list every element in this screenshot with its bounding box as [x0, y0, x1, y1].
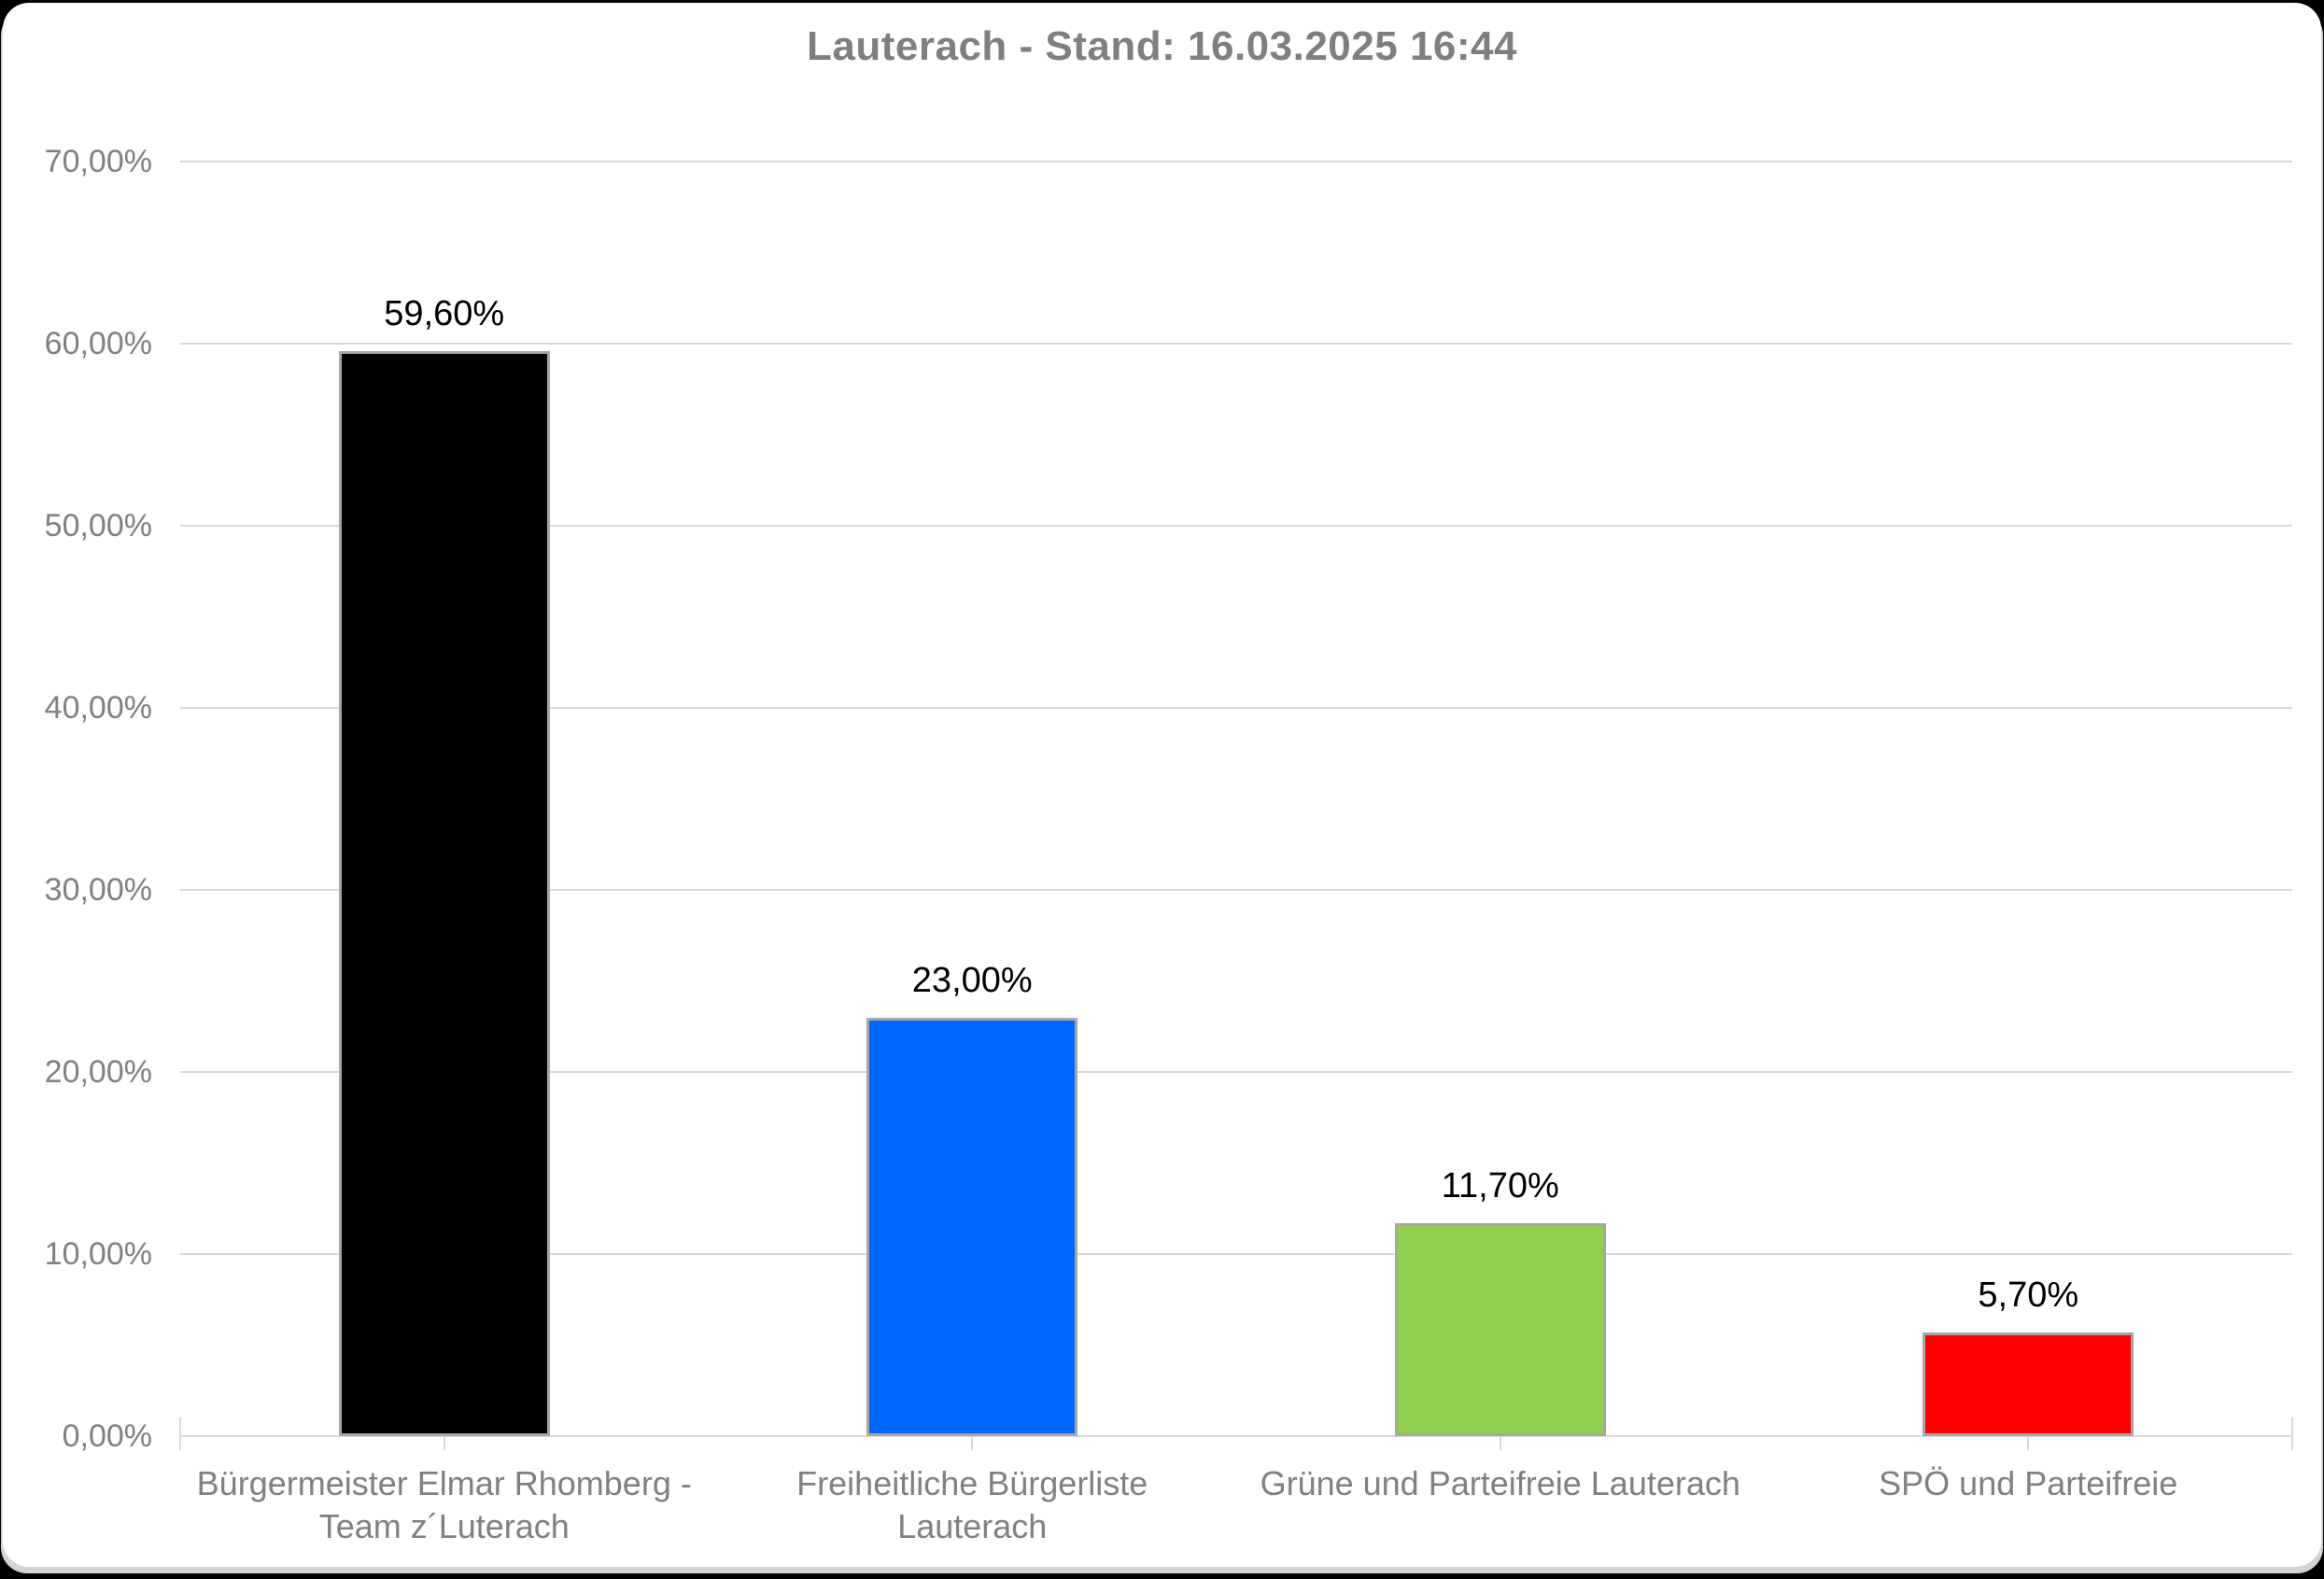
x-axis-tick: [179, 1417, 181, 1450]
y-axis-tick-label: 0,00%: [62, 1418, 152, 1454]
y-axis-tick-label: 70,00%: [44, 144, 152, 179]
gridline: [180, 889, 2292, 891]
y-axis-tick-label: 10,00%: [44, 1236, 152, 1272]
bar: [338, 350, 550, 1436]
gridline: [180, 1253, 2292, 1255]
x-axis-category-label: SPÖ und Parteifreie: [1879, 1464, 2178, 1502]
y-axis-tick-label: 30,00%: [44, 872, 152, 908]
bar-value-label: 23,00%: [911, 960, 1033, 1000]
bar-value-label: 11,70%: [1441, 1165, 1559, 1205]
y-axis-tick-label: 60,00%: [44, 326, 152, 361]
bar-value-label: 59,60%: [384, 293, 505, 333]
x-axis-category-label: Bürgermeister Elmar Rhomberg - Team z´Lu…: [196, 1464, 692, 1545]
gridline: [180, 707, 2292, 709]
x-axis-category-label: Grüne und Parteifreie Lauterach: [1260, 1464, 1740, 1502]
gridline: [180, 1071, 2292, 1073]
x-axis-category-label: Freiheitliche Bürgerliste Lauterach: [796, 1464, 1148, 1545]
chart-card: Lauterach - Stand: 16.03.2025 16:44 0,00…: [3, 3, 2321, 1567]
y-axis-tick-label: 50,00%: [44, 508, 152, 543]
x-axis-line: [180, 1435, 2292, 1437]
bar: [1923, 1332, 2134, 1436]
bar: [866, 1017, 1078, 1436]
y-axis-tick-label: 40,00%: [44, 690, 152, 726]
gridline: [180, 343, 2292, 345]
x-axis-tick: [2291, 1417, 2293, 1450]
y-axis-tick-label: 20,00%: [44, 1054, 152, 1090]
chart-title: Lauterach - Stand: 16.03.2025 16:44: [807, 23, 1517, 69]
bar: [1394, 1222, 1606, 1436]
gridline: [180, 161, 2292, 162]
gridline: [180, 525, 2292, 527]
bar-value-label: 5,70%: [1978, 1275, 2079, 1315]
